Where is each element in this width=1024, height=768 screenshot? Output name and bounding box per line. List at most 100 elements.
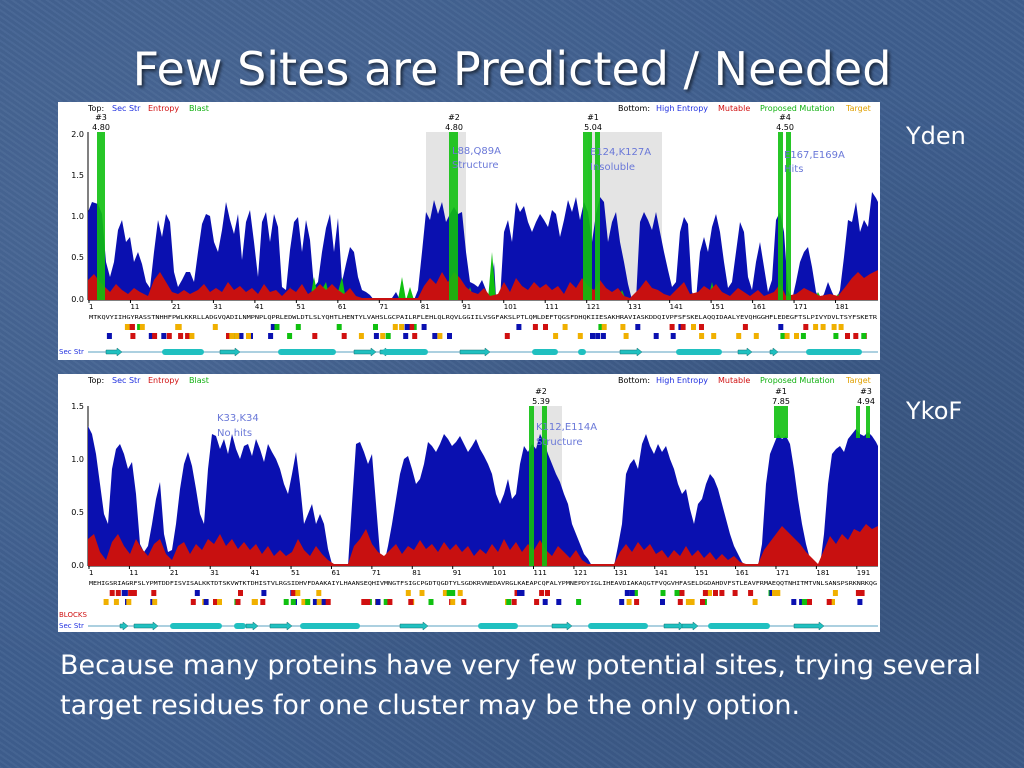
block-marker (212, 324, 218, 330)
block-marker (736, 333, 742, 339)
block-marker (446, 590, 452, 596)
strand-arrow (133, 621, 159, 631)
x-tick-label: 141 (670, 303, 683, 311)
block-marker (385, 333, 391, 339)
x-tick-label: 41 (251, 569, 260, 577)
y-tick: 0.0 (71, 561, 84, 570)
block-marker (857, 599, 863, 605)
x-tick-label: 11 (130, 303, 139, 311)
block-marker (803, 324, 809, 330)
block-marker (189, 333, 195, 339)
block-marker (428, 599, 434, 605)
helix (278, 349, 336, 355)
block-marker (620, 324, 626, 330)
site-bar (97, 132, 105, 300)
block-marker (543, 324, 548, 330)
block-marker (442, 590, 448, 596)
block-marker (595, 333, 601, 339)
x-tick-label: 91 (462, 303, 471, 311)
strand-arrow (459, 347, 491, 357)
mutable-area (88, 524, 878, 566)
helix (532, 349, 558, 355)
strand-arrow (737, 347, 753, 357)
block-marker (124, 324, 130, 330)
x-tick-label: 41 (255, 303, 264, 311)
site-score: 5.04 (584, 123, 602, 132)
block-marker (830, 599, 835, 605)
x-tick-label: 121 (587, 303, 600, 311)
y-tick: 1.5 (71, 171, 84, 180)
site-bar (856, 406, 860, 438)
block-marker (542, 599, 548, 605)
y-tick: 1.0 (71, 455, 84, 464)
block-marker (341, 333, 347, 339)
annotation-line2: Hits (784, 164, 803, 175)
block-marker (457, 590, 463, 596)
block-marker (831, 324, 837, 330)
block-marker (598, 324, 604, 330)
ykof-plot-panel: Top: Sec Str Entropy Blast Bottom: High … (58, 374, 880, 632)
block-marker (545, 590, 550, 596)
site-rank: #3 (860, 387, 872, 396)
helix (578, 349, 586, 355)
block-marker (113, 599, 119, 605)
block-marker (748, 590, 754, 596)
block-marker (404, 324, 410, 330)
site-rank: #3 (95, 113, 107, 122)
y-tick: 0.5 (71, 508, 84, 517)
sec-str-label: Sec Str (59, 622, 84, 630)
block-markers (103, 590, 865, 605)
block-marker (859, 590, 865, 596)
block-marker (321, 599, 327, 605)
slide-title: Few Sites are Predicted / Needed (132, 42, 892, 96)
block-marker (506, 599, 512, 605)
site-score: 4.50 (776, 123, 794, 132)
block-marker (634, 599, 640, 605)
block-marker (373, 324, 378, 330)
block-marker (151, 590, 157, 596)
legend-high-entropy: High Entropy (656, 376, 708, 385)
block-marker (252, 599, 258, 605)
site-bar (786, 132, 791, 300)
strand-arrow (663, 621, 685, 631)
x-tick-label: 31 (210, 569, 219, 577)
block-marker (238, 590, 243, 596)
site-bar (583, 132, 592, 300)
block-marker (826, 599, 832, 605)
block-marker (283, 599, 289, 605)
block-marker (166, 333, 172, 339)
block-marker (689, 599, 695, 605)
block-marker (190, 599, 196, 605)
block-marker (707, 590, 712, 596)
x-tick-label: 81 (421, 303, 430, 311)
block-marker (399, 324, 405, 330)
ykof-label: YkoF (906, 397, 963, 425)
block-marker (268, 333, 274, 339)
helix (588, 623, 648, 629)
block-marker (600, 333, 606, 339)
block-marker (409, 324, 415, 330)
block-marker (122, 590, 128, 596)
block-marker (380, 333, 386, 339)
strand-arrow (619, 347, 643, 357)
x-tick-label: 71 (372, 569, 381, 577)
block-marker (287, 333, 293, 339)
block-marker (103, 599, 109, 605)
block-marker (855, 590, 861, 596)
block-marker (412, 333, 418, 339)
block-marker (833, 333, 839, 339)
helix (300, 623, 360, 629)
block-marker (128, 590, 134, 596)
block-marker (562, 324, 568, 330)
block-marker (450, 590, 456, 596)
block-marker (794, 333, 799, 339)
x-tick-label: 81 (412, 569, 421, 577)
legend-sec-str: Sec Str (112, 104, 141, 113)
x-tick-label: 171 (794, 303, 807, 311)
site-bar (866, 406, 870, 438)
block-marker (753, 333, 759, 339)
x-tick-label: 51 (291, 569, 300, 577)
site-bar (595, 132, 600, 300)
block-marker (106, 333, 112, 339)
block-marker (403, 333, 409, 339)
